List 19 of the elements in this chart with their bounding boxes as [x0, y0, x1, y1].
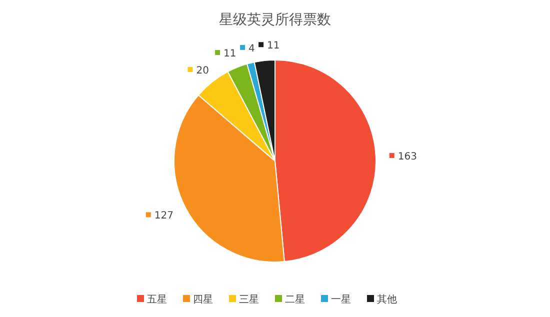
legend-label: 一星 [331, 294, 351, 306]
legend-label: 其他 [377, 294, 397, 306]
data-label: 4 [240, 43, 255, 54]
data-label: 4 [248, 43, 255, 54]
data-label: 20 [188, 66, 209, 77]
data-label: 127 [146, 210, 174, 222]
chart-title: 星级英灵所得票数 [219, 12, 331, 28]
legend-label: 四星 [193, 294, 213, 306]
legend-label: 二星 [285, 294, 305, 306]
legend-label: 三星 [239, 294, 259, 306]
data-label: 20 [196, 66, 209, 77]
data-label: 11 [258, 40, 280, 52]
data-label: 11 [224, 48, 236, 60]
data-label: 11 [215, 48, 236, 60]
data-label: 163 [398, 152, 417, 163]
data-label: 11 [267, 40, 280, 52]
legend-label: 五星 [147, 294, 167, 306]
data-label: 127 [154, 210, 174, 222]
data-label: 163 [389, 152, 417, 163]
